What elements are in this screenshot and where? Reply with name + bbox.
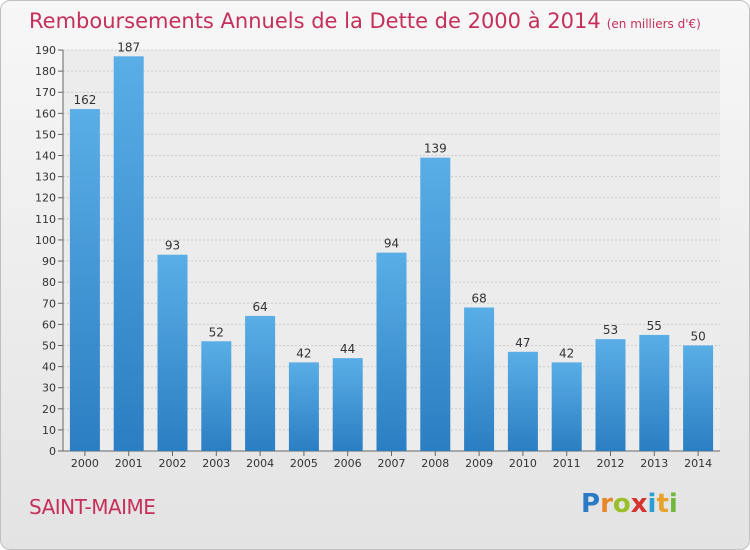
y-tick-label: 130 xyxy=(35,171,56,184)
y-tick-label: 50 xyxy=(42,339,56,352)
y-tick-label: 90 xyxy=(42,255,56,268)
logo-letter: i xyxy=(647,489,657,519)
x-tick-label: 2012 xyxy=(597,457,625,470)
y-tick-label: 20 xyxy=(42,403,56,416)
x-tick-label: 2006 xyxy=(334,457,362,470)
x-tick-label: 2011 xyxy=(553,457,581,470)
y-tick-label: 110 xyxy=(35,213,56,226)
chart-title: Remboursements Annuels de la Dette de 20… xyxy=(29,9,701,33)
bar xyxy=(332,358,363,451)
bar xyxy=(245,315,276,451)
data-label: 50 xyxy=(690,329,705,343)
x-tick-label: 2010 xyxy=(509,457,537,470)
y-tick-label: 70 xyxy=(42,297,56,310)
data-label: 162 xyxy=(73,93,96,107)
data-label: 68 xyxy=(471,291,486,305)
bar xyxy=(201,341,232,451)
bar xyxy=(595,339,626,451)
chart-unit-label: (en milliers d'€) xyxy=(606,17,701,31)
bar xyxy=(683,345,714,451)
y-tick-label: 190 xyxy=(35,44,56,57)
data-label: 64 xyxy=(252,300,267,314)
y-tick-label: 30 xyxy=(42,382,56,395)
bar xyxy=(113,56,144,452)
logo-letter: o xyxy=(612,489,631,519)
bar xyxy=(157,254,188,451)
x-tick-label: 2000 xyxy=(71,457,99,470)
x-tick-label: 2008 xyxy=(421,457,449,470)
data-label: 187 xyxy=(117,40,140,54)
logo-letter: t xyxy=(656,489,669,519)
bar xyxy=(639,334,670,451)
y-tick-label: 140 xyxy=(35,150,56,163)
x-tick-label: 2014 xyxy=(684,457,712,470)
data-label: 139 xyxy=(424,142,447,156)
y-tick-label: 10 xyxy=(42,424,56,437)
y-tick-label: 80 xyxy=(42,276,56,289)
y-tick-label: 150 xyxy=(35,128,56,141)
x-tick-label: 2004 xyxy=(246,457,274,470)
bar xyxy=(464,307,495,451)
y-tick-label: 180 xyxy=(35,65,56,78)
y-tick-label: 100 xyxy=(35,234,56,247)
bar xyxy=(288,362,319,451)
y-tick-label: 160 xyxy=(35,107,56,120)
x-tick-label: 2005 xyxy=(290,457,318,470)
x-tick-label: 2007 xyxy=(378,457,406,470)
data-label: 47 xyxy=(515,336,530,350)
bar xyxy=(376,252,407,451)
logo-letter: r xyxy=(600,489,613,519)
y-tick-label: 170 xyxy=(35,86,56,99)
bar xyxy=(551,362,582,451)
proxiti-logo: Proxiti xyxy=(581,489,678,519)
data-label: 55 xyxy=(647,319,662,333)
logo-letter: x xyxy=(630,489,648,519)
y-tick-label: 120 xyxy=(35,192,56,205)
x-tick-label: 2001 xyxy=(115,457,143,470)
data-label: 44 xyxy=(340,342,355,356)
bar xyxy=(420,157,451,451)
data-label: 93 xyxy=(165,239,180,253)
data-label: 42 xyxy=(296,346,311,360)
logo-letter: i xyxy=(668,489,678,519)
x-tick-label: 2009 xyxy=(465,457,493,470)
x-tick-label: 2002 xyxy=(159,457,187,470)
y-tick-label: 60 xyxy=(42,318,56,331)
data-label: 94 xyxy=(384,237,399,251)
y-tick-label: 0 xyxy=(49,445,56,458)
commune-name: SAINT-MAIME xyxy=(29,495,156,519)
x-tick-label: 2013 xyxy=(640,457,668,470)
y-tick-label: 40 xyxy=(42,361,56,374)
bar xyxy=(69,109,100,452)
logo-letter: P xyxy=(581,489,601,519)
chart-title-text: Remboursements Annuels de la Dette de 20… xyxy=(29,9,601,33)
data-label: 42 xyxy=(559,346,574,360)
data-label: 52 xyxy=(209,325,224,339)
data-label: 53 xyxy=(603,323,618,337)
bar xyxy=(507,351,538,451)
x-tick-label: 2003 xyxy=(202,457,230,470)
